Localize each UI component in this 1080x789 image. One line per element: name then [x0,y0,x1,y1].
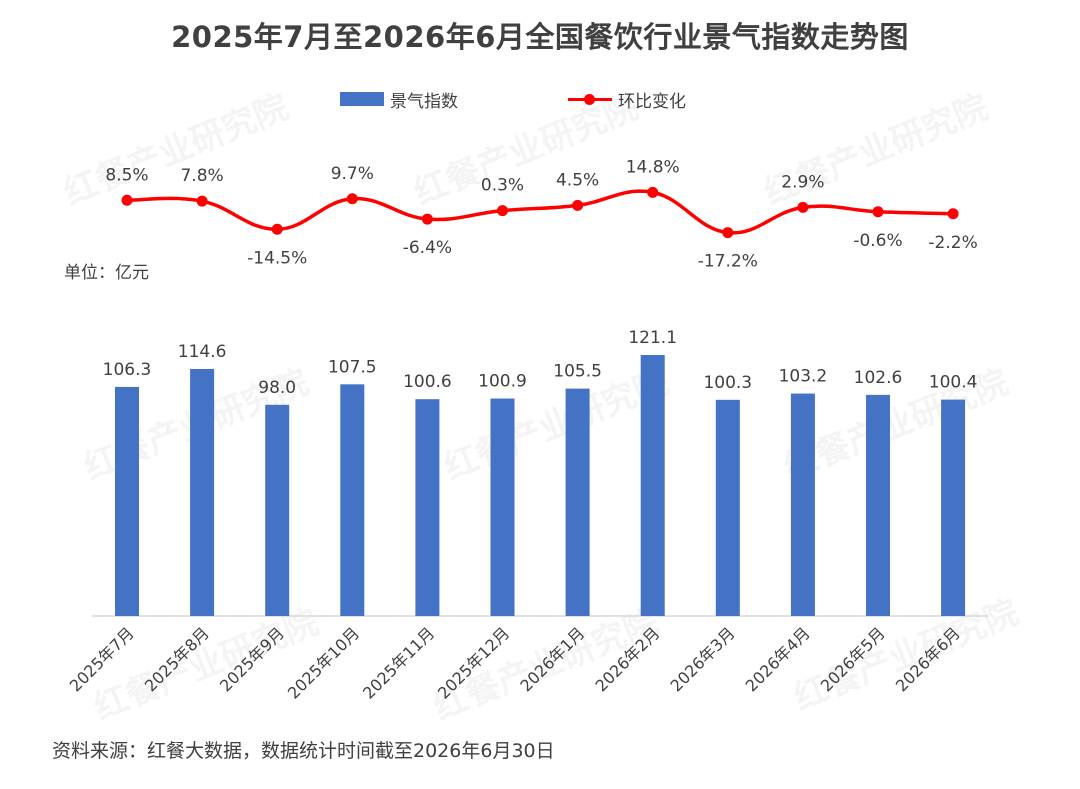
legend-swatch-line [568,92,612,106]
bar-value-label: 98.0 [258,378,296,398]
bar [640,355,665,616]
line-value-label: 14.8% [626,157,680,177]
source-note: 资料来源：红餐大数据，数据统计时间截至2026年6月30日 [52,740,555,762]
line-value-label: -0.6% [853,231,902,251]
bar-value-label: 103.2 [779,367,828,387]
line-point [722,227,734,239]
line-point [421,213,433,225]
watermark-text: 红餐产业研究院 [88,602,324,728]
watermark-text: 红餐产业研究院 [788,592,1024,718]
line-point [196,195,208,207]
bar-value-label: 102.6 [854,368,903,388]
bar [265,404,290,616]
bar [115,386,139,616]
line-value-label: -14.5% [247,248,307,268]
bar [866,394,890,616]
line-point [497,205,508,217]
bar-value-label: 100.3 [703,373,752,393]
bar [715,399,740,616]
line-point [872,206,884,218]
legend-label-line: 环比变化 [618,91,686,112]
bar-value-label: 100.6 [403,372,452,392]
line-value-label: 0.3% [481,176,524,196]
bar [490,398,515,616]
line-point [572,199,584,211]
bar [565,388,590,616]
bar [415,399,440,616]
line-point [797,201,809,213]
watermark-text: 红餐产业研究院 [58,87,294,213]
bar-value-label: 100.9 [478,372,527,392]
line-point [947,208,959,220]
unit-label: 单位：亿元 [64,263,149,283]
bar [790,393,815,616]
line-point [271,223,283,235]
line-value-label: 2.9% [781,172,824,192]
line-value-label: -2.2% [928,233,977,253]
line-value-label: -6.4% [403,238,452,258]
x-tick-label: 2025年11月 [359,623,438,702]
line-value-label: 8.5% [105,165,148,185]
legend-item-line: 环比变化 [568,88,686,112]
legend-label-bar: 景气指数 [390,91,458,112]
line-value-label: 4.5% [556,170,599,190]
bar [340,384,365,616]
line-value-label: 7.8% [180,166,223,186]
bar-value-label: 105.5 [553,362,602,382]
watermark-text: 红餐产业研究院 [758,87,994,213]
line-point [346,193,358,205]
legend-swatch-bar [340,92,384,106]
legend-item-bar: 景气指数 [340,88,458,112]
bar-value-label: 114.6 [178,342,227,362]
bar-value-label: 106.3 [103,360,152,380]
chart-title: 2025年7月至2026年6月全国餐饮行业景气指数走势图 [171,20,909,54]
watermark-text: 红餐产业研究院 [408,87,644,213]
bar [941,399,966,616]
line-value-label: -17.2% [698,252,758,272]
line-point [121,194,133,206]
bar-value-label: 121.1 [628,328,677,348]
bar [190,369,215,616]
line-series-path [126,189,954,235]
bar-value-label: 100.4 [929,373,978,393]
bar-value-label: 107.5 [328,357,377,377]
x-tick-label: 2026年3月 [667,623,739,695]
line-value-label: 9.7% [331,164,374,184]
line-point [647,186,659,198]
